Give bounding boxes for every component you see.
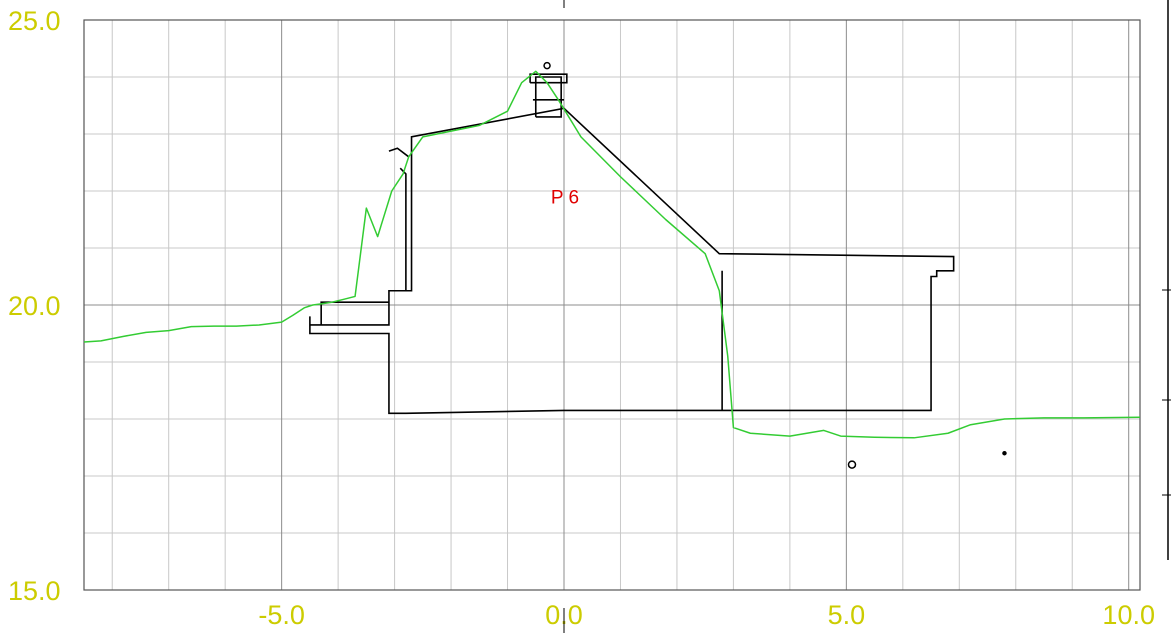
structure-outline-path [529,73,568,84]
edge-marks [563,0,1171,633]
terrain-line-series [83,70,1141,439]
plot-border [83,19,1141,591]
point-annotation-label: P 6 [551,188,579,209]
structure-outline-path [320,301,389,325]
point-markers [543,61,1007,469]
point-ring-marker [543,61,551,70]
y-tick-label: 25.0 [8,6,61,36]
y-tick-label: 15.0 [8,576,61,606]
structure-outline-path [399,167,407,291]
structure-outline [309,73,955,415]
terrain-line [83,70,1141,439]
structure-outline-path [388,147,410,158]
axis-tick-labels: 15.020.025.0-5.0 0.0 5.0 10.0 [8,6,1155,630]
annotations: P 6 [551,188,579,209]
major-grid [84,19,1140,591]
structure-outline-path [534,76,562,118]
y-tick-label: 20.0 [8,291,61,321]
point-ring-marker [847,460,857,469]
point-dot-marker [1002,450,1007,456]
x-tick-label: 10.0 [1102,600,1155,630]
x-tick-label: 5.0 [828,600,866,630]
plot-area-frame [83,19,1141,591]
x-tick-label: -5.0 [258,600,305,630]
structure-outline-path [309,107,955,415]
